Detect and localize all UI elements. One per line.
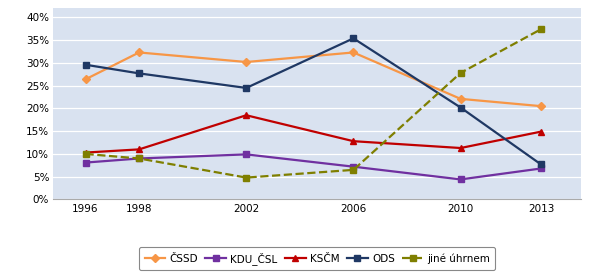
Line: jiné úhrnem: jiné úhrnem: [82, 26, 544, 181]
jiné úhrnem: [537, 28, 544, 31]
ODS: [136, 72, 143, 75]
Line: KSČM: KSČM: [82, 112, 544, 156]
KSČM: [537, 130, 544, 133]
jiné úhrnem: [457, 71, 464, 75]
Line: ČSSD: ČSSD: [83, 50, 544, 109]
ODS: [82, 63, 89, 66]
KDU_ČSL: [82, 161, 89, 164]
ČSSD: [350, 51, 357, 54]
jiné úhrnem: [243, 176, 250, 179]
ČSSD: [457, 97, 464, 101]
KDU_ČSL: [350, 165, 357, 168]
KSČM: [457, 146, 464, 150]
KSČM: [350, 140, 357, 143]
Line: KDU_ČSL: KDU_ČSL: [82, 151, 544, 183]
Legend: ČSSD, KDU_ČSL, KSČM, ODS, jiné úhrnem: ČSSD, KDU_ČSL, KSČM, ODS, jiné úhrnem: [139, 247, 495, 270]
Line: ODS: ODS: [82, 35, 544, 168]
jiné úhrnem: [136, 157, 143, 160]
ODS: [243, 86, 250, 89]
ČSSD: [537, 104, 544, 108]
KDU_ČSL: [243, 153, 250, 156]
jiné úhrnem: [82, 152, 89, 156]
ČSSD: [82, 78, 89, 81]
ODS: [537, 163, 544, 166]
jiné úhrnem: [350, 168, 357, 171]
KDU_ČSL: [537, 167, 544, 170]
KDU_ČSL: [457, 178, 464, 181]
KSČM: [136, 148, 143, 151]
KSČM: [82, 151, 89, 154]
ODS: [457, 106, 464, 109]
ČSSD: [136, 51, 143, 54]
KDU_ČSL: [136, 157, 143, 160]
ČSSD: [243, 60, 250, 64]
ODS: [350, 37, 357, 40]
KSČM: [243, 114, 250, 117]
